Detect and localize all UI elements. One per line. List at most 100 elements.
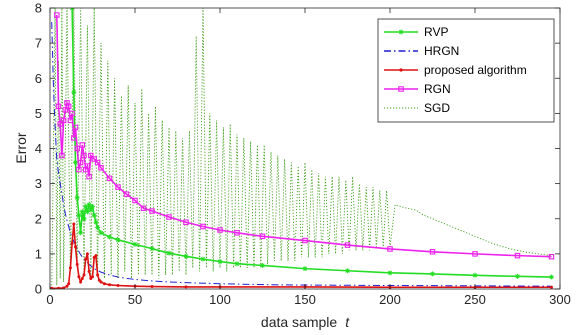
x-tick-label: 200 xyxy=(379,292,401,307)
x-axis-label-var: t xyxy=(345,314,350,330)
data-point-rgn xyxy=(72,124,79,131)
data-point-rgn xyxy=(123,191,130,197)
series-sgd xyxy=(51,8,552,289)
data-point-rvp xyxy=(234,261,240,267)
x-axis-label: data sample t xyxy=(261,314,350,330)
x-tick-label: 0 xyxy=(46,292,53,307)
data-point-rgn xyxy=(91,156,97,162)
data-point-rgn xyxy=(86,173,92,180)
data-point-rgn xyxy=(183,219,189,226)
x-axis-label-text: data sample xyxy=(261,314,337,330)
data-point-rvp xyxy=(84,209,90,215)
data-point-rgn xyxy=(98,165,104,171)
data-point-rvp xyxy=(74,195,80,201)
legend-entry-hrgn: HRGN xyxy=(384,44,459,58)
data-point-rgn xyxy=(115,184,121,190)
data-point-rgn xyxy=(55,103,62,110)
legend-entry-rgn: RGN xyxy=(384,82,451,96)
legend: RVP HRGN proposed algorithm RGN SGD xyxy=(377,18,555,123)
series-line-rvp xyxy=(71,8,552,278)
x-tick-label: 300 xyxy=(549,292,571,307)
data-point-proposed-algorithm xyxy=(75,262,79,266)
data-point-proposed-algorithm xyxy=(79,280,83,284)
legend-label-sgd: SGD xyxy=(424,101,450,115)
data-point-rvp xyxy=(515,273,520,279)
data-point-rgn xyxy=(200,223,206,230)
data-point-proposed-algorithm xyxy=(67,282,71,286)
y-tick-label: 6 xyxy=(35,71,42,86)
legend-marker-proposed-algorithm xyxy=(399,68,403,72)
series-proposed-algorithm xyxy=(50,222,553,289)
data-point-proposed-algorithm xyxy=(77,275,81,279)
data-point-proposed-algorithm xyxy=(74,245,77,249)
data-point-rgn xyxy=(60,117,67,124)
data-point-rgn xyxy=(514,252,521,259)
data-point-proposed-algorithm xyxy=(62,286,66,289)
y-tick-label: 2 xyxy=(35,211,42,226)
legend-label-proposed-algorithm: proposed algorithm xyxy=(424,63,527,77)
data-point-proposed-algorithm xyxy=(70,241,74,245)
data-point-proposed-algorithm xyxy=(94,254,98,258)
data-point-rvp xyxy=(88,207,94,213)
data-point-rgn xyxy=(472,251,478,257)
y-tick-label: 5 xyxy=(35,106,42,121)
x-tick-label: 50 xyxy=(128,292,142,307)
series-line-hrgn xyxy=(51,22,552,287)
legend-entry-sgd: SGD xyxy=(384,101,450,115)
data-point-rvp xyxy=(93,219,99,225)
series-rgn xyxy=(54,12,555,260)
data-point-rgn xyxy=(106,175,113,182)
data-point-proposed-algorithm xyxy=(85,252,89,256)
data-point-rvp xyxy=(200,256,206,262)
axes: 0 50 100 150 200 250 300 0 1 2 3 4 5 6 7 8 xyxy=(35,1,571,308)
data-point-proposed-algorithm xyxy=(91,275,94,279)
y-tick-label: 8 xyxy=(35,1,42,16)
data-point-rvp xyxy=(345,268,350,274)
data-point-rvp xyxy=(95,225,101,231)
data-point-rgn xyxy=(77,159,84,166)
data-point-rvp xyxy=(91,212,97,218)
legend-marker-rvp xyxy=(398,29,404,35)
legend-label-rvp: RVP xyxy=(424,25,448,39)
data-point-rgn xyxy=(548,253,555,260)
data-point-rgn xyxy=(94,159,101,166)
data-point-proposed-algorithm xyxy=(65,284,69,288)
data-point-rgn xyxy=(140,205,147,211)
data-point-rgn xyxy=(149,208,155,214)
legend-label-rgn: RGN xyxy=(424,82,451,96)
data-point-rgn xyxy=(429,249,436,255)
data-point-rvp xyxy=(98,230,104,236)
data-point-rgn xyxy=(54,12,60,18)
data-point-rvp xyxy=(73,160,78,166)
data-point-proposed-algorithm xyxy=(99,280,103,284)
data-point-rgn xyxy=(217,227,223,233)
data-point-rvp xyxy=(549,274,554,280)
data-point-proposed-algorithm xyxy=(57,286,60,289)
y-tick-label: 3 xyxy=(35,176,42,191)
data-point-proposed-algorithm xyxy=(550,285,553,289)
legend-marker-rgn xyxy=(398,86,404,92)
data-point-rvp xyxy=(132,241,138,247)
data-point-proposed-algorithm xyxy=(87,269,91,273)
data-point-proposed-algorithm xyxy=(102,282,106,286)
data-point-rgn xyxy=(166,214,172,220)
data-point-rgn xyxy=(84,163,91,169)
data-point-proposed-algorithm xyxy=(68,266,72,270)
legend-entry-proposed-algorithm: proposed algorithm xyxy=(384,63,527,77)
data-point-rgn xyxy=(57,121,63,127)
y-tick-label: 4 xyxy=(35,141,42,156)
data-point-rgn xyxy=(259,233,266,240)
data-point-rvp xyxy=(430,271,435,277)
data-point-rgn xyxy=(62,107,69,113)
data-point-rvp xyxy=(149,246,155,252)
series-line-sgd xyxy=(51,8,552,289)
series-hrgn xyxy=(51,22,552,287)
data-point-rvp xyxy=(166,250,172,256)
legend-label-hrgn: HRGN xyxy=(424,44,459,58)
data-point-proposed-algorithm xyxy=(184,285,188,289)
data-point-rvp xyxy=(183,253,189,259)
data-point-proposed-algorithm xyxy=(96,273,100,277)
data-point-rvp xyxy=(260,262,265,268)
data-point-rvp xyxy=(217,259,223,265)
data-point-rvp xyxy=(302,266,308,272)
